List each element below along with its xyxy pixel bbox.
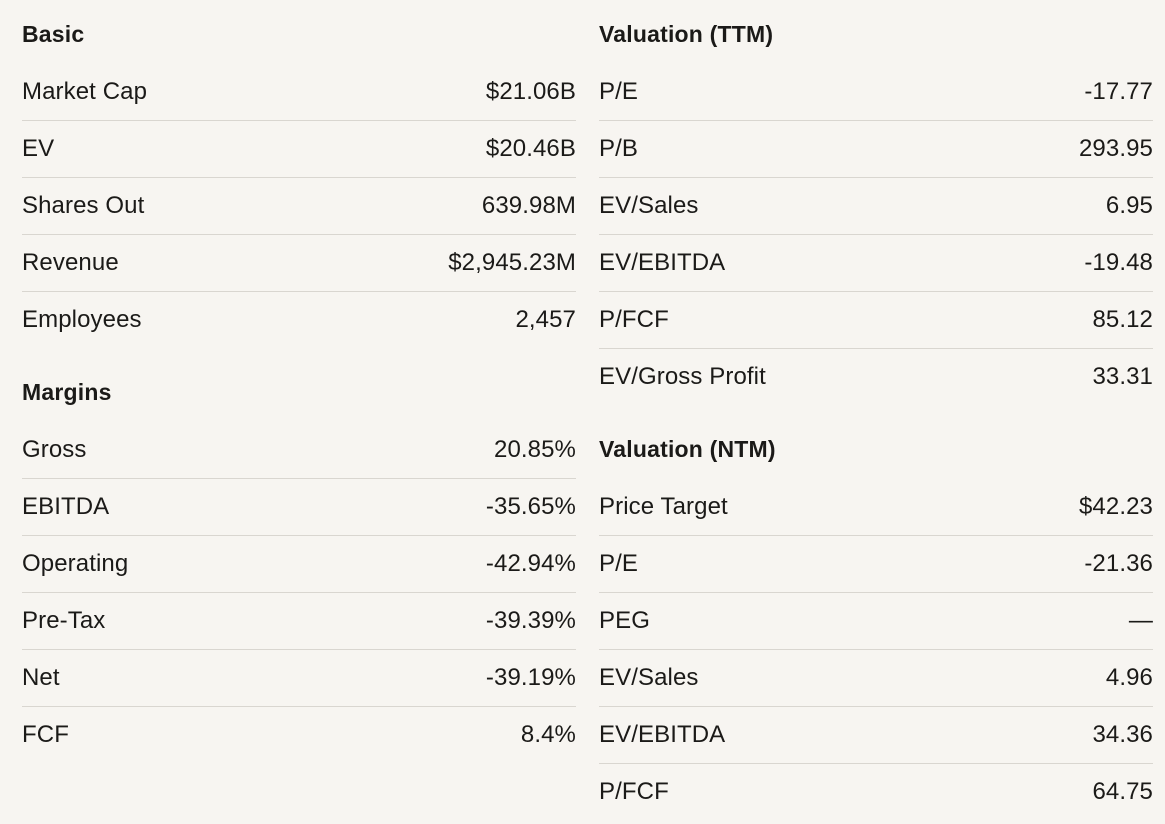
stat-label: PEG [599, 607, 650, 634]
stat-row-valuation-ntm-ev-sales: EV/Sales 4.96 [599, 650, 1153, 707]
stat-label: Net [22, 664, 60, 691]
stat-label: Shares Out [22, 192, 145, 219]
stat-value: $20.46B [485, 135, 576, 162]
stat-label: P/B [599, 135, 638, 162]
stat-label: Revenue [22, 249, 119, 276]
stat-label: Market Cap [22, 78, 148, 105]
stats-column-left: Basic Market Cap $21.06B EV $20.46B Shares Ou… [22, 12, 576, 763]
stat-row-valuation-ntm-peg: PEG — [599, 593, 1153, 650]
stat-value: $2,945.23M [448, 249, 576, 276]
stat-value: $42.23 [1078, 493, 1153, 520]
stat-row-basic-employees: Employees 2,457 [22, 292, 576, 348]
stat-value: 8.4% [520, 721, 576, 748]
section-title-basic: Basic [22, 20, 85, 47]
stat-value: 20.85% [494, 436, 576, 463]
stats-column-right: Valuation (TTM) P/E -17.77 P/B 293.95 EV/Sale… [599, 12, 1153, 820]
stat-label: EV/EBITDA [599, 249, 726, 276]
stat-row-valuation-ttm-p-b: P/B 293.95 [599, 121, 1153, 178]
stat-label: Operating [22, 550, 129, 577]
stat-label: Gross [22, 436, 87, 463]
stat-label: EV/EBITDA [599, 721, 726, 748]
stat-row-valuation-ntm-p-e: P/E -21.36 [599, 536, 1153, 593]
stat-label: P/FCF [599, 306, 669, 333]
stat-row-valuation-ttm-p-fcf: P/FCF 85.12 [599, 292, 1153, 349]
stat-row-valuation-ntm-ev-ebitda: EV/EBITDA 34.36 [599, 707, 1153, 764]
stat-value: 4.96 [1105, 664, 1153, 691]
stat-value: 293.95 [1078, 135, 1153, 162]
stat-row-basic-ev: EV $20.46B [22, 121, 576, 178]
stat-value: 85.12 [1092, 306, 1153, 333]
stat-row-basic-market-cap: Market Cap $21.06B [22, 64, 576, 121]
stat-row-valuation-ttm-ev-gross-profit: EV/Gross Profit 33.31 [599, 349, 1153, 405]
stat-label: Price Target [599, 493, 728, 520]
stat-value: 33.31 [1092, 363, 1153, 390]
stat-label: FCF [22, 721, 69, 748]
stat-row-valuation-ttm-ev-ebitda: EV/EBITDA -19.48 [599, 235, 1153, 292]
stat-value: 6.95 [1105, 192, 1153, 219]
stat-value: -19.48 [1084, 249, 1153, 276]
stat-value: -21.36 [1084, 550, 1153, 577]
stat-value: — [1128, 607, 1153, 634]
stat-row-valuation-ttm-p-e: P/E -17.77 [599, 64, 1153, 121]
stat-label: EV/Sales [599, 664, 699, 691]
stat-value: 64.75 [1092, 778, 1153, 805]
stat-label: Employees [22, 306, 142, 333]
stat-value: -39.39% [485, 607, 576, 634]
stat-value: 639.98M [481, 192, 576, 219]
stat-label: EV/Gross Profit [599, 363, 766, 390]
stat-label: P/E [599, 550, 638, 577]
stat-value: -35.65% [485, 493, 576, 520]
stat-label: EBITDA [22, 493, 110, 520]
section-title-margins: Margins [22, 378, 112, 405]
stat-row-margins-fcf: FCF 8.4% [22, 707, 576, 763]
stat-label: P/FCF [599, 778, 669, 805]
stat-label: EV [22, 135, 55, 162]
stat-value: -17.77 [1084, 78, 1153, 105]
stat-row-margins-pre-tax: Pre-Tax -39.39% [22, 593, 576, 650]
stat-value: $21.06B [485, 78, 576, 105]
stat-row-basic-shares-out: Shares Out 639.98M [22, 178, 576, 235]
section-title-valuation-ntm: Valuation (NTM) [599, 435, 776, 462]
stat-row-valuation-ntm-p-fcf: P/FCF 64.75 [599, 764, 1153, 820]
stat-row-basic-revenue: Revenue $2,945.23M [22, 235, 576, 292]
stat-label: Pre-Tax [22, 607, 106, 634]
stat-row-margins-net: Net -39.19% [22, 650, 576, 707]
stat-label: EV/Sales [599, 192, 699, 219]
stat-value: -42.94% [485, 550, 576, 577]
stat-row-valuation-ttm-ev-sales: EV/Sales 6.95 [599, 178, 1153, 235]
stat-value: -39.19% [485, 664, 576, 691]
stat-value: 2,457 [515, 306, 576, 333]
stat-row-margins-gross: Gross 20.85% [22, 422, 576, 479]
section-title-valuation-ttm: Valuation (TTM) [599, 20, 774, 47]
stat-row-margins-operating: Operating -42.94% [22, 536, 576, 593]
stat-row-margins-ebitda: EBITDA -35.65% [22, 479, 576, 536]
stat-label: P/E [599, 78, 638, 105]
stat-value: 34.36 [1092, 721, 1153, 748]
stat-row-valuation-ntm-price-target: Price Target $42.23 [599, 479, 1153, 536]
